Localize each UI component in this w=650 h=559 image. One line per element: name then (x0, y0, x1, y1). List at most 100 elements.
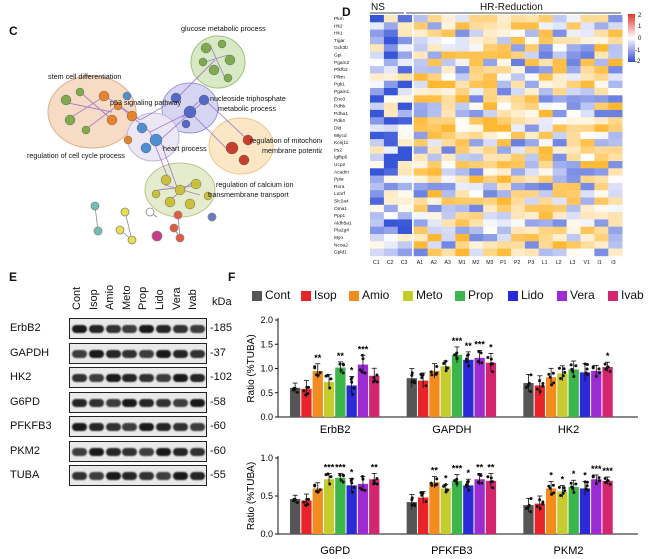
heatmap-cell (413, 80, 428, 89)
heatmap-cell (538, 219, 553, 227)
data-point (372, 376, 376, 380)
bar (474, 357, 485, 417)
heatmap-color-scale (628, 14, 635, 62)
data-point (490, 362, 494, 366)
heatmap-cell (552, 168, 567, 176)
blot-band (72, 472, 87, 480)
heatmap-cell (497, 212, 512, 220)
heatmap-cell (538, 234, 553, 242)
heatmap-cell (552, 102, 567, 111)
heatmap-cell (566, 88, 581, 96)
data-point (594, 374, 598, 378)
heatmap-cell (383, 226, 399, 235)
heatmap-cell (594, 175, 609, 184)
heatmap-cell (469, 95, 484, 103)
bar (335, 367, 346, 417)
data-point (547, 372, 551, 376)
heatmap-cell (455, 102, 470, 111)
heatmap-cell (497, 190, 512, 198)
heatmap-cell (370, 29, 385, 38)
heatmap-row-label: Pgk1 (334, 82, 345, 88)
bar (485, 480, 497, 534)
heatmap-cell (413, 66, 428, 74)
heatmap-cell (383, 102, 399, 111)
bar (591, 479, 602, 534)
blot-band (172, 472, 188, 480)
panel-label-f: F (228, 270, 236, 284)
data-point (529, 373, 533, 377)
heatmap-cell (427, 109, 442, 118)
heatmap-cell (511, 29, 526, 38)
heatmap-cell (580, 234, 595, 242)
heatmap-cell (608, 29, 623, 38)
heatmap-row-label: Pgam2 (334, 60, 350, 66)
heatmap-cell (455, 204, 470, 213)
network-term-labels: glucose metabolic process stem cell diff… (27, 24, 322, 199)
heatmap-cell (497, 95, 512, 103)
significance-label: * (561, 475, 565, 485)
heatmap-cell (497, 80, 512, 89)
heatmap-cell (497, 175, 512, 184)
heatmap-cell (455, 117, 470, 125)
heatmap-cell (441, 124, 456, 133)
heatmap-row-label: Rora (334, 184, 345, 190)
heatmap-cell (497, 182, 512, 191)
heatmap-row-label: Ncoa2 (334, 242, 348, 248)
heatmap-cell (370, 131, 385, 140)
data-point (455, 481, 459, 485)
heatmap-group-ns: NS (371, 2, 385, 13)
heatmap-cell (524, 15, 540, 23)
heatmap-cell (483, 197, 498, 206)
blot-band (72, 325, 87, 333)
data-point (349, 377, 353, 381)
heatmap-cell (441, 66, 456, 74)
heatmap-cell (455, 226, 470, 235)
heatmap-row-label: Pdk4 (334, 118, 345, 124)
data-point (562, 367, 566, 371)
heatmap-cell (566, 153, 581, 162)
heatmap-cell (497, 146, 512, 154)
heatmap-cell (441, 36, 456, 45)
heatmap-cell (397, 88, 412, 96)
significance-label: *** (452, 464, 463, 474)
data-point (424, 500, 428, 504)
heatmap-cell (455, 131, 470, 140)
heatmap-cell (455, 88, 470, 96)
heatmap-row-label: Oma1 (334, 206, 347, 212)
heatmap-cell (580, 58, 595, 67)
heatmap-cell (483, 182, 498, 191)
svg-text:-2: -2 (635, 59, 641, 65)
heatmap-cell (397, 15, 412, 23)
heatmap-cell (594, 241, 609, 249)
heatmap-cell (538, 15, 553, 23)
heatmap-cell (383, 51, 399, 60)
heatmap-cell (524, 117, 540, 125)
heatmap-cell (483, 161, 498, 169)
heatmap-cell (483, 204, 498, 213)
heatmap-cell (538, 124, 553, 133)
heatmap-cell (566, 109, 581, 118)
data-point (605, 365, 609, 369)
heatmap-cell (483, 241, 498, 249)
heatmap-cell (383, 212, 399, 220)
y-tick-label: 0.5 (260, 388, 273, 398)
heatmap-row-label: Pdhb (334, 104, 346, 110)
significance-label: ** (314, 353, 322, 363)
heatmap-row-label: Pkm (334, 16, 344, 22)
heatmap-cell (370, 182, 385, 191)
heatmap-scale-ticks: 2 1 0 -1 -2 (635, 13, 642, 65)
data-point (591, 475, 595, 479)
heatmap-row-label: Aldh5a1 (334, 220, 352, 226)
heatmap-cell (469, 197, 484, 206)
heatmap-cell (552, 212, 567, 220)
heatmap-cell (469, 22, 484, 30)
heatmap-cell (497, 36, 512, 45)
heatmap-cell (397, 22, 412, 30)
heatmap-cell (552, 234, 567, 242)
heatmap-cell (370, 95, 385, 103)
heatmap-cell (427, 73, 442, 81)
bar (579, 372, 591, 417)
data-point (551, 483, 555, 487)
data-point (467, 488, 471, 492)
